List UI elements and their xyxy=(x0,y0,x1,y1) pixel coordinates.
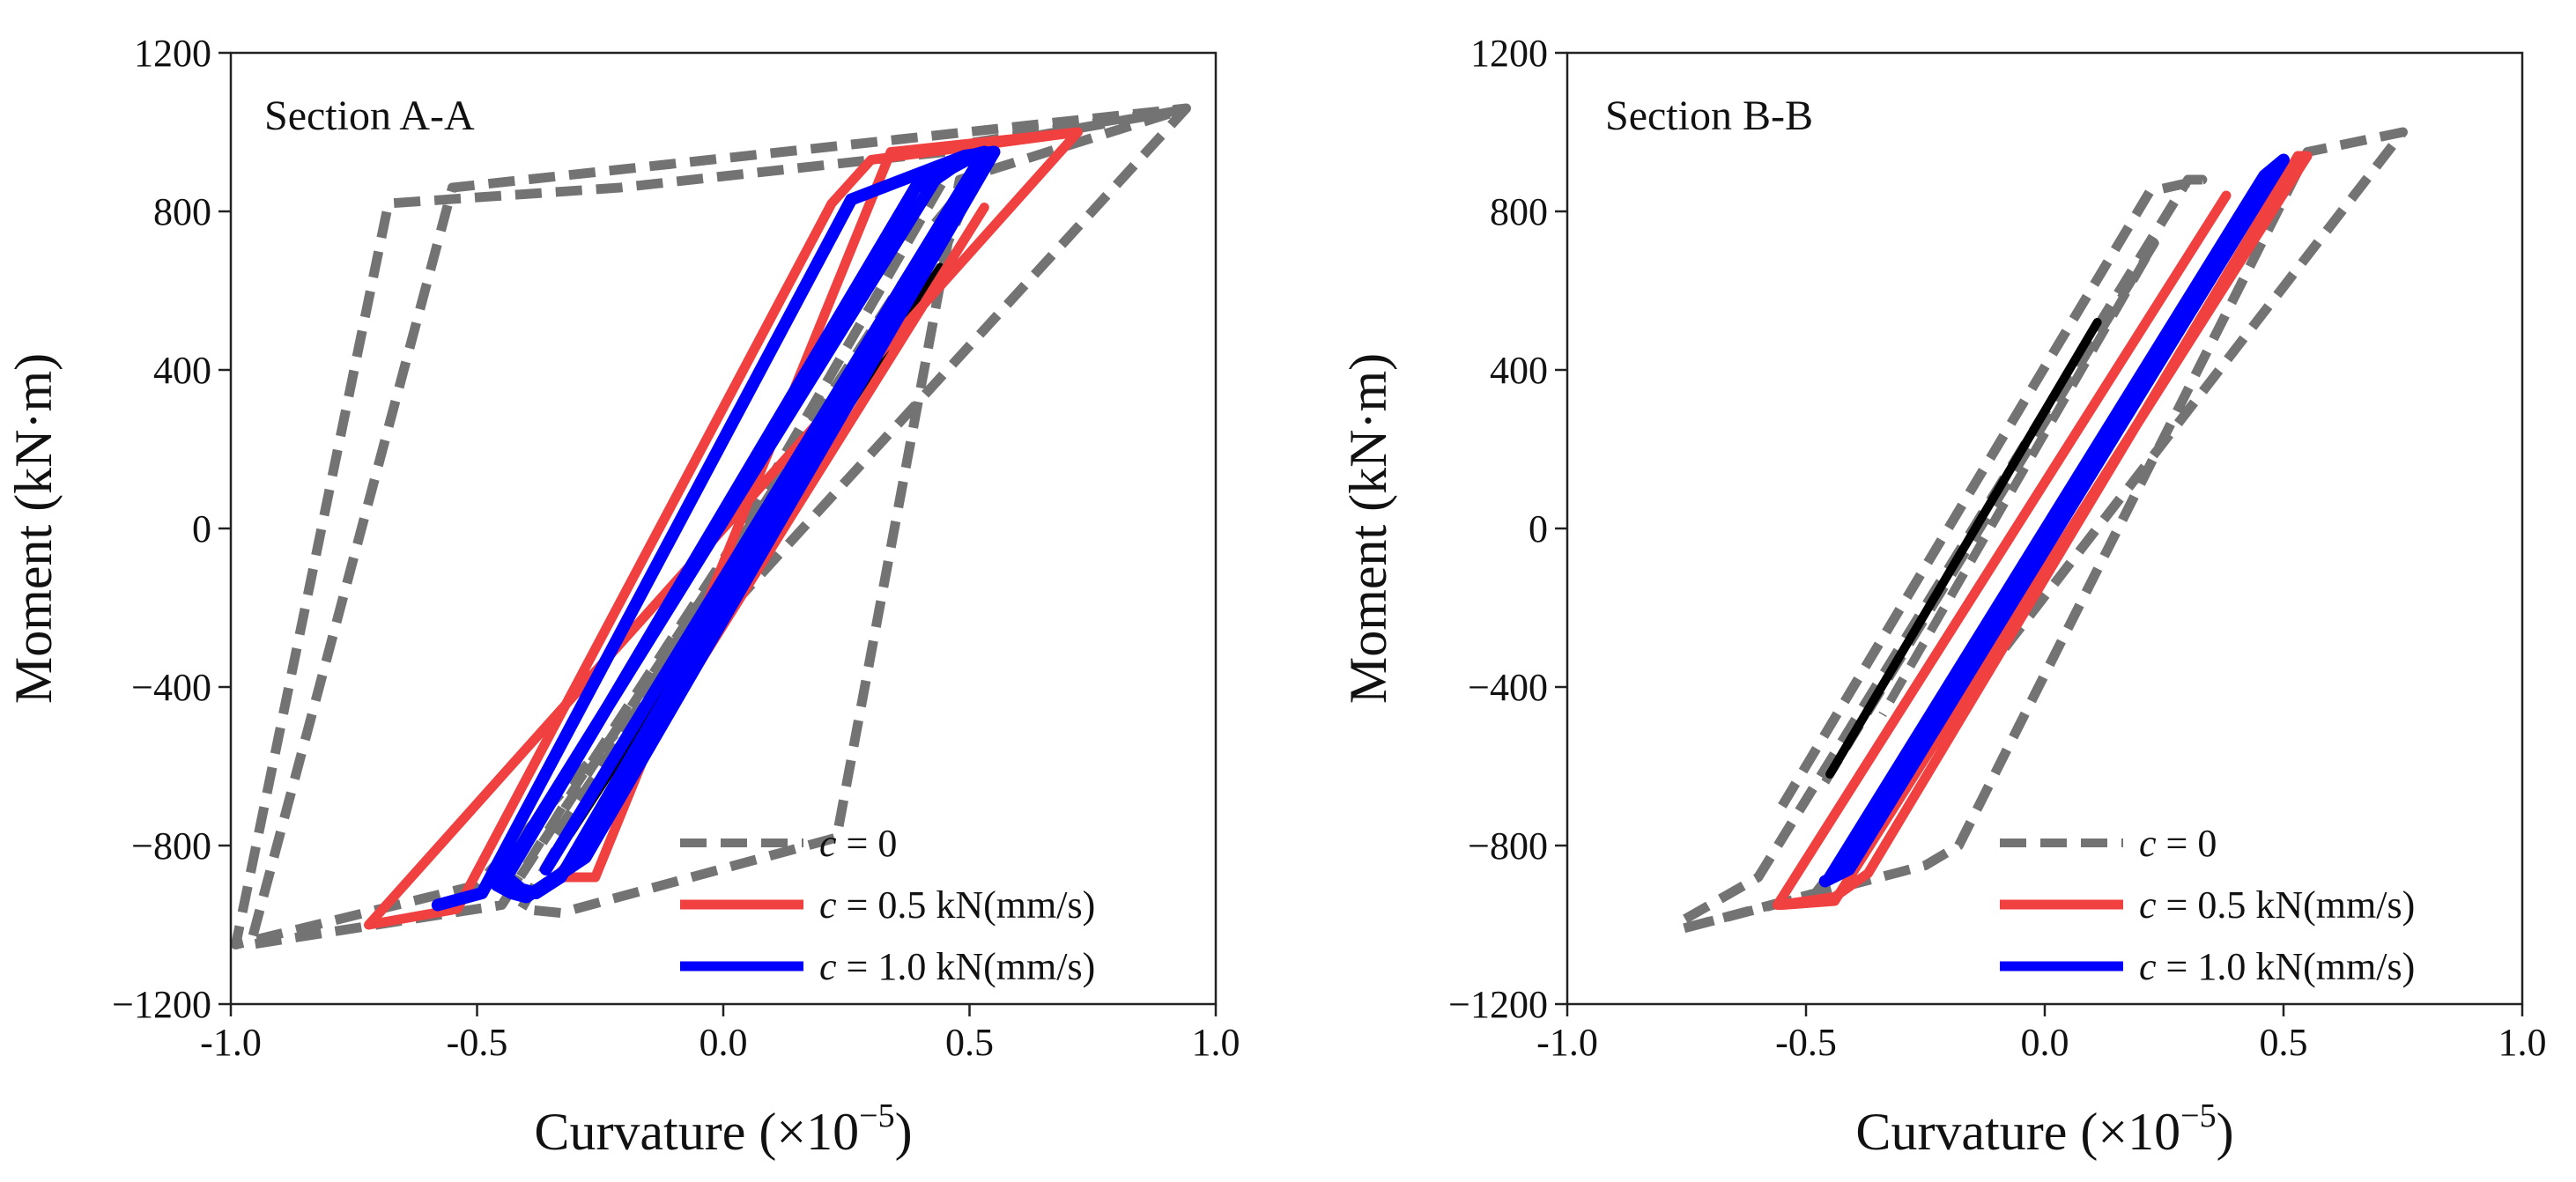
legend-entry-symbol: c xyxy=(2139,945,2157,988)
x-tick-label: 0.0 xyxy=(700,1021,748,1064)
y-tick-label: −400 xyxy=(131,666,211,709)
y-tick-label: −400 xyxy=(1468,666,1548,709)
y-tick-label: 1200 xyxy=(134,32,211,75)
series-line xyxy=(231,103,1192,949)
legend: c = 0c = 0.5 kN(mm/s)c = 1.0 kN(mm/s) xyxy=(680,822,1095,988)
y-tick-label: 0 xyxy=(1529,507,1548,550)
x-tick-label: -1.0 xyxy=(1536,1021,1598,1064)
panel-label: Section B-B xyxy=(1605,92,1813,139)
y-tick-label: −1200 xyxy=(112,983,211,1026)
x-axis-title-exponent: −5 xyxy=(859,1097,894,1134)
legend-entry-symbol: c xyxy=(819,883,837,927)
series-line xyxy=(1773,151,2313,910)
y-tick-label: 0 xyxy=(192,507,211,550)
legend-entry-label: = 0.5 kN(mm/s) xyxy=(837,883,1096,927)
legend-entry: c = 0.5 kN(mm/s) xyxy=(819,883,1095,927)
x-axis-title-close: ) xyxy=(895,1103,913,1161)
x-axis-title-exponent: −5 xyxy=(2180,1097,2216,1134)
y-tick-label: 1200 xyxy=(1470,32,1548,75)
x-tick-label: 1.0 xyxy=(2498,1021,2547,1064)
y-tick-label: 800 xyxy=(153,190,211,233)
series-line xyxy=(1818,153,2290,888)
chart-panel-section-a-a: -1.0 -0.5 0.0 0.5 1.0 −1200 −800 −400 0 400 800 120… xyxy=(4,32,1240,1161)
y-tick-label: 400 xyxy=(1490,349,1548,392)
legend-entry-symbol: c xyxy=(2139,822,2157,865)
legend-entry-symbol: c xyxy=(2139,883,2157,927)
legend-entry: c = 0 xyxy=(819,822,897,865)
y-tick-label: −800 xyxy=(1468,824,1548,868)
legend-entry: c = 1.0 kN(mm/s) xyxy=(819,945,1095,988)
x-tick-label: -1.0 xyxy=(200,1021,262,1064)
legend-entry-symbol: c xyxy=(819,945,837,988)
y-tick-label: 400 xyxy=(153,349,211,392)
series-line xyxy=(1825,318,2102,779)
x-tick-label: 0.0 xyxy=(2021,1021,2069,1064)
x-tick-label: 0.5 xyxy=(2260,1021,2308,1064)
legend-entry-label: = 0.5 kN(mm/s) xyxy=(2157,883,2416,927)
x-axis-title: Curvature (×10−5) xyxy=(1855,1097,2233,1161)
y-axis-title: Moment (kN·m) xyxy=(4,353,63,704)
x-axis-title-main: Curvature (×10 xyxy=(534,1103,859,1161)
legend-entry: c = 1.0 kN(mm/s) xyxy=(2139,945,2415,988)
legend: c = 0c = 0.5 kN(mm/s)c = 1.0 kN(mm/s) xyxy=(2000,822,2415,988)
series-line xyxy=(431,145,1001,912)
x-tick-label: 0.5 xyxy=(945,1021,994,1064)
legend-entry-label: = 1.0 kN(mm/s) xyxy=(837,945,1096,988)
x-tick-label: -0.5 xyxy=(447,1021,508,1064)
x-tick-label: -0.5 xyxy=(1775,1021,1837,1064)
y-tick-label: 800 xyxy=(1490,190,1548,233)
legend-entry: c = 0 xyxy=(2139,822,2217,865)
x-axis-title-close: ) xyxy=(2217,1103,2234,1161)
x-axis-title-main: Curvature (×10 xyxy=(1855,1103,2180,1161)
legend-entry-symbol: c xyxy=(819,822,837,865)
y-tick-label: −1200 xyxy=(1448,983,1548,1026)
x-axis-title: Curvature (×10−5) xyxy=(534,1097,912,1161)
legend-entry-label: = 1.0 kN(mm/s) xyxy=(2157,945,2416,988)
y-tick-label: −800 xyxy=(131,824,211,868)
panel-label: Section A-A xyxy=(264,92,475,139)
legend-entry-label: = 0 xyxy=(837,822,898,865)
x-tick-label: 1.0 xyxy=(1192,1021,1240,1064)
legend-entry-label: = 0 xyxy=(2157,822,2217,865)
series-line xyxy=(1677,127,2408,934)
chart-panel-section-b-b: -1.0 -0.5 0.0 0.5 1.0 −1200 −800 −400 0 400 800 120… xyxy=(1339,32,2547,1161)
legend-entry: c = 0.5 kN(mm/s) xyxy=(2139,883,2415,927)
y-axis-title: Moment (kN·m) xyxy=(1339,353,1397,704)
